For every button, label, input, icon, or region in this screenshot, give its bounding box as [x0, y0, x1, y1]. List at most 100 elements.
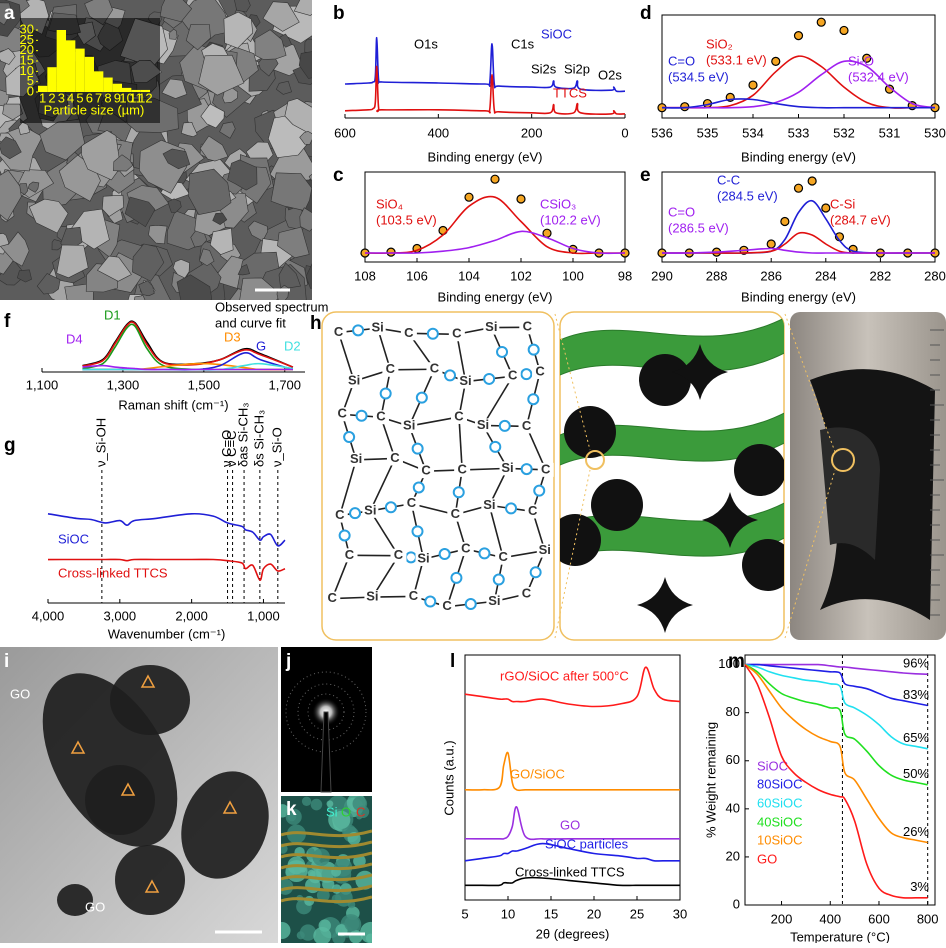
annotation: C-Si	[830, 196, 855, 211]
x-tick-label: 531	[879, 125, 901, 140]
y-axis-label: % Weight remaining	[703, 722, 718, 838]
data-point	[795, 184, 803, 192]
oxygen	[406, 552, 416, 562]
x-axis-label: Binding energy (eV)	[741, 289, 856, 304]
particle	[742, 539, 794, 591]
data-point	[465, 193, 473, 201]
panel-label: m	[728, 651, 745, 672]
series-label: 80SiOC	[757, 776, 803, 791]
tem-image	[0, 647, 283, 943]
atom-label: C	[498, 549, 508, 564]
panel-label: c	[333, 165, 344, 186]
atom-label: C	[390, 450, 400, 465]
x-axis-label: Wavenumber (cm⁻¹)	[108, 626, 226, 641]
x-tick-label: 10	[501, 906, 515, 921]
panel-label: e	[640, 165, 651, 186]
series-label: GO	[560, 817, 580, 832]
series-label: Cross-linked TTCS	[58, 565, 168, 580]
data-point	[808, 177, 816, 185]
annotation: (534.5 eV)	[668, 69, 729, 84]
atom-label: Si	[364, 502, 376, 517]
atom-label: C	[535, 363, 545, 378]
oxygen	[521, 369, 531, 379]
annotation: TTCS	[553, 85, 587, 100]
oxygen	[531, 567, 541, 577]
x-tick-label: 282	[870, 268, 892, 283]
grain	[297, 931, 305, 939]
x-tick-label: 600	[334, 125, 356, 140]
atom-label: C	[451, 506, 461, 521]
oxygen	[350, 508, 360, 518]
oxygen	[497, 347, 507, 357]
annotation: (284.5 eV)	[717, 188, 778, 203]
x-axis-label: Binding energy (eV)	[438, 289, 553, 304]
oxygen	[353, 325, 363, 335]
annotation: CSiO₃	[540, 196, 576, 211]
oxygen	[428, 329, 438, 339]
series-label: GO/SiOC	[510, 766, 565, 781]
x-tick-label: 533	[788, 125, 810, 140]
atom-label: C	[457, 461, 467, 476]
annotation: Si2s	[531, 61, 557, 76]
grain	[300, 208, 319, 232]
oxygen	[344, 432, 354, 442]
data-point	[681, 103, 689, 111]
panel-label: f	[4, 311, 11, 332]
x-tick-label: 288	[706, 268, 728, 283]
x-tick-label: 1,500	[188, 377, 221, 392]
grain	[311, 799, 323, 811]
annotation: Si-O	[848, 53, 874, 68]
panel-label: k	[286, 799, 297, 820]
x-tick-label: 25	[630, 906, 644, 921]
panel-label: b	[333, 3, 345, 24]
oxygen	[534, 486, 544, 496]
annotation: C-C	[717, 172, 740, 187]
atom-label: C	[334, 324, 344, 339]
data-point	[749, 81, 757, 89]
x-tick-label: 20	[587, 906, 601, 921]
panel-label: h	[310, 313, 322, 334]
panel-label: g	[4, 435, 16, 456]
oxygen	[440, 549, 450, 559]
panel-label: j	[285, 651, 291, 672]
oxygen	[500, 421, 510, 431]
oxygen	[484, 374, 494, 384]
atom-label: Si	[485, 319, 497, 334]
oxygen	[340, 530, 350, 540]
y-axis-label: Counts (a.u.)	[441, 740, 456, 815]
oxygen	[490, 442, 500, 452]
value-label: 3%	[910, 879, 929, 894]
x-tick-label: 290	[651, 268, 673, 283]
x-tick-label: 0	[621, 125, 628, 140]
bar	[75, 49, 84, 92]
x-tick-label: 15	[544, 906, 558, 921]
x-tick-label: 5	[461, 906, 468, 921]
atom-label: C	[421, 463, 431, 478]
atom-label: C	[454, 408, 464, 423]
x-tick-label: 200	[521, 125, 543, 140]
atom-label: C	[508, 368, 518, 383]
data-point	[387, 248, 395, 256]
annotation: (286.5 eV)	[668, 220, 729, 235]
annotation: and curve fit	[215, 315, 286, 330]
y-tick-label: 80	[726, 704, 740, 719]
x-tick-label: 400	[427, 125, 449, 140]
particle	[85, 765, 155, 835]
x-tick-label: 100	[562, 268, 584, 283]
series-line	[745, 665, 928, 749]
x-tick-label: 284	[815, 268, 837, 283]
data-point	[781, 218, 789, 226]
x-axis-label: 2θ (degrees)	[536, 926, 610, 941]
particle	[639, 354, 691, 406]
atom-label: C	[407, 495, 417, 510]
map-label: C	[356, 804, 365, 819]
x-tick-label: 800	[917, 911, 939, 926]
x-tick-label: 1,700	[268, 377, 301, 392]
bar	[66, 40, 75, 92]
grain	[302, 797, 311, 806]
value-label: 96%	[903, 656, 929, 671]
oxygen	[528, 394, 538, 404]
x-tick-label: 536	[651, 125, 673, 140]
annotation: D3	[224, 329, 241, 344]
